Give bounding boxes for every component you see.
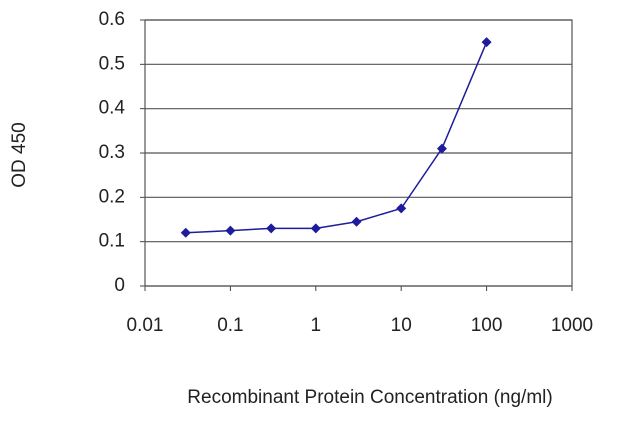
data-point [266,223,277,234]
data-point [310,223,321,234]
x-tick-label: 0.1 [217,315,243,336]
y-tick-label: 0.6 [99,9,125,30]
data-point [396,203,407,214]
data-point [481,37,492,48]
data-point [180,227,191,238]
y-tick-label: 0 [114,275,125,296]
x-axis-label: Recombinant Protein Concentration (ng/ml… [187,387,552,408]
y-tick-label: 0.2 [99,186,125,207]
data-point [351,216,362,227]
data-line [185,41,488,234]
x-tick-label: 10 [391,315,412,336]
data-point [225,225,236,236]
x-tick-label: 1000 [551,315,593,336]
y-tick-label: 0.3 [99,142,125,163]
y-tick-label: 0.5 [99,53,125,74]
data-point [436,143,447,154]
x-tick-label: 1 [311,315,322,336]
y-tick-label: 0.4 [99,98,126,119]
x-tick-label: 100 [471,315,503,336]
y-axis-label: OD 450 [9,122,30,187]
y-tick-label: 0.1 [99,231,125,252]
plot-frame [144,19,573,287]
x-tick-label: 0.01 [127,315,164,336]
